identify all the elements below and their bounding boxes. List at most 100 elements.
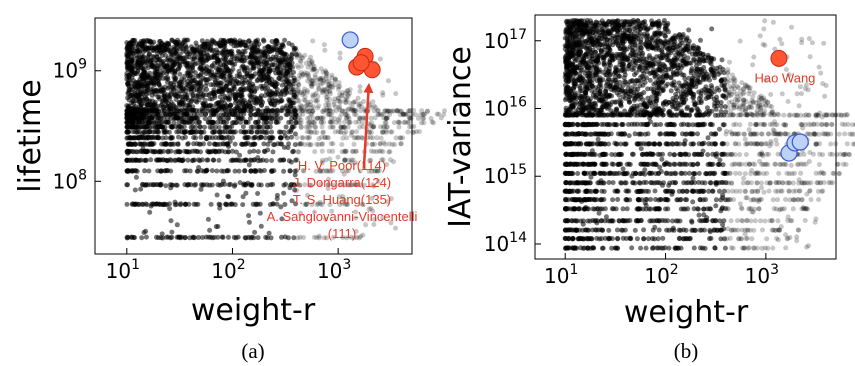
scatter-point	[263, 108, 269, 114]
scatter-point	[684, 131, 690, 137]
scatter-point	[288, 72, 294, 78]
scatter-point	[391, 108, 397, 114]
scatter-point	[191, 141, 197, 147]
scatter-point	[725, 197, 731, 203]
scatter-point	[329, 119, 335, 125]
scatter-point	[188, 182, 194, 188]
scatter-point	[629, 245, 635, 251]
scatter-point	[681, 180, 687, 186]
scatter-point	[616, 170, 622, 176]
scatter-point	[175, 141, 181, 147]
scatter-point	[197, 119, 202, 125]
scatter-point	[707, 161, 713, 167]
scatter-point	[732, 152, 738, 158]
scatter-point	[347, 100, 353, 106]
scatter-point	[658, 197, 664, 203]
scatter-point	[769, 218, 775, 223]
scatter-point	[126, 97, 132, 103]
scatter-point	[269, 168, 274, 174]
scatter-point	[419, 108, 425, 114]
scatter-point	[240, 102, 246, 108]
scatter-point	[685, 180, 691, 186]
scatter-point	[189, 107, 195, 113]
scatter-point	[281, 129, 287, 135]
scatter-point	[376, 168, 382, 174]
scatter-point	[346, 157, 352, 163]
scatter-point	[319, 141, 325, 147]
scatter-point	[566, 189, 572, 194]
scatter-point	[302, 98, 308, 104]
scatter-point	[689, 227, 695, 233]
scatter-point	[845, 121, 851, 127]
scatter-point	[124, 135, 130, 141]
scatter-point	[151, 149, 156, 155]
scatter-points-a	[124, 37, 458, 241]
scatter-point	[141, 38, 147, 44]
scatter-point	[135, 48, 141, 54]
scatter-point	[291, 89, 297, 95]
scatter-point	[124, 182, 130, 188]
scatter-point	[737, 171, 743, 176]
scatter-point	[815, 188, 821, 194]
scatter-point	[129, 234, 135, 240]
scatter-point	[836, 131, 842, 137]
scatter-point	[157, 73, 163, 78]
scatter-point	[314, 235, 320, 241]
scatter-point	[237, 93, 243, 98]
scatter-point	[219, 80, 225, 86]
scatter-point	[366, 129, 372, 135]
scatter-point	[263, 129, 269, 135]
scatter-point	[327, 91, 333, 97]
scatter-point	[342, 149, 348, 155]
scatter-point	[124, 124, 130, 130]
scatter-point	[350, 157, 356, 163]
scatter-point	[248, 168, 254, 174]
scatter-point	[303, 60, 309, 66]
scatter-point	[398, 135, 404, 141]
scatter-point	[353, 182, 359, 188]
scatter-point	[203, 234, 209, 240]
scatter-point	[714, 227, 720, 233]
scatter-point	[245, 119, 251, 125]
scatter-point	[246, 162, 252, 168]
scatter-point	[407, 124, 413, 130]
scatter-point	[168, 157, 174, 163]
panel-caption-a: (a)	[241, 339, 264, 363]
scatter-point	[301, 235, 306, 240]
scatter-point	[209, 168, 215, 174]
scatter-point	[208, 41, 214, 47]
scatter-point	[438, 115, 444, 121]
scatter-point	[163, 64, 168, 70]
scatter-point	[690, 162, 696, 168]
scatter-point	[843, 151, 849, 157]
scatter-point	[719, 180, 725, 185]
scatter-point	[587, 131, 593, 137]
scatter-point	[352, 182, 358, 187]
scatter-point	[351, 135, 357, 141]
scatter-point	[775, 218, 781, 224]
scatter-point	[349, 132, 354, 138]
scatter-point	[290, 149, 296, 155]
scatter-point	[421, 120, 427, 126]
scatter-point	[248, 129, 254, 135]
scatter-point	[701, 206, 707, 212]
scatter-point	[254, 97, 260, 103]
scatter-point	[160, 41, 166, 47]
scatter-point	[230, 135, 235, 141]
scatter-point	[257, 210, 263, 216]
scatter-point	[283, 181, 289, 187]
scatter-point	[296, 182, 302, 188]
scatter-point	[228, 69, 234, 75]
scatter-point	[743, 161, 749, 167]
scatter-point	[217, 141, 223, 147]
scatter-point	[784, 170, 790, 176]
scatter-point	[374, 168, 380, 174]
scatter-point	[816, 162, 822, 167]
scatter-point	[192, 70, 198, 76]
scatter-point	[584, 121, 590, 127]
scatter-point	[305, 115, 311, 121]
scatter-point	[201, 141, 206, 147]
scatter-point	[574, 189, 580, 194]
scatter-point	[305, 124, 311, 130]
